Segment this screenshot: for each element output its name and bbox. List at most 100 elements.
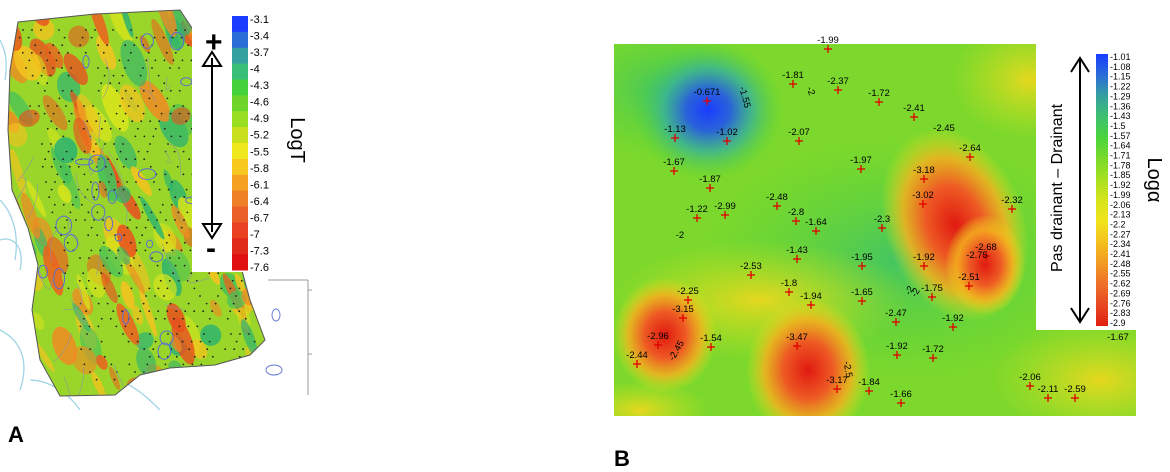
sample-value: -2.3 — [874, 214, 890, 225]
colorbar-b-tick: -2.9 — [1110, 318, 1126, 328]
sample-point: -1.81 — [782, 70, 804, 88]
sample-value: -2.59 — [1064, 384, 1086, 395]
contour-label: -2 — [903, 284, 917, 297]
colorbar-a-tick: -5.2 — [250, 130, 269, 142]
sample-point: -2.37 — [827, 76, 849, 94]
colorbar-a-tick: -4.3 — [250, 80, 269, 92]
sample-point: -1.94 — [800, 291, 822, 309]
sample-value: -2.32 — [1001, 195, 1023, 206]
panel-label-b: B — [614, 446, 630, 471]
sample-value: -1.13 — [664, 124, 686, 135]
sample-point: -3.15 — [672, 304, 694, 322]
sample-point: -1.92 — [913, 252, 935, 270]
sample-value: -2.44 — [626, 350, 648, 361]
colorbar-b-tick: -1.71 — [1110, 151, 1131, 161]
sample-value: -1.67 — [663, 157, 685, 168]
sample-point: -1.97 — [850, 155, 872, 173]
colorbar-b: -1.01-1.08-1.15-1.22-1.29-1.36-1.43-1.5-… — [1096, 52, 1131, 328]
sample-value: -1.8 — [781, 278, 797, 289]
colorbar-b-tick: -1.36 — [1110, 101, 1131, 111]
sample-value: -1.02 — [716, 127, 738, 138]
sample-value: -1.81 — [782, 70, 804, 81]
colorbar-a: -3.1 -3.4 -3.7 -4 -4.3 -4.6 -4.9 -5.2 -5.5 -5.8 -6… — [232, 14, 269, 274]
sample-value: -2.06 — [1019, 372, 1041, 383]
colorbar-a-minus: - — [206, 232, 216, 265]
sample-value: -1.94 — [800, 291, 822, 302]
colorbar-a-tick: -4.6 — [250, 97, 269, 109]
sample-value: -1.72 — [922, 344, 944, 355]
sample-point: -1.22 — [686, 204, 708, 222]
colorbar-b-tick: -2.55 — [1110, 269, 1131, 279]
sample-point: -2.53 — [740, 261, 762, 279]
colorbar-a-tick: -7.6 — [250, 262, 269, 274]
colorbar-b-tick: -1.08 — [1110, 62, 1131, 72]
sample-value: -1.92 — [942, 313, 964, 324]
contour-label: -2 — [909, 286, 923, 299]
colorbar-a-tick: -7.3 — [250, 245, 269, 257]
colorbar-b-tick: -2.76 — [1110, 298, 1131, 308]
sample-value: -2.48 — [766, 192, 788, 203]
sample-point: -3.47 — [786, 332, 808, 350]
contour-label: -2.75 — [966, 250, 988, 261]
sample-value: -2.07 — [788, 127, 810, 138]
colorbar-b-tick: -2.2 — [1110, 219, 1126, 229]
colorbar-b-tick: -1.01 — [1110, 52, 1131, 62]
sample-point: -1.92 — [942, 313, 964, 331]
sample-value: -1.65 — [851, 287, 873, 298]
sample-point: -2.32 — [1001, 195, 1023, 213]
colorbar-b-tick: -2.83 — [1110, 308, 1131, 318]
sample-point: -2.51 — [958, 272, 980, 290]
colorbar-b-tick: -2.41 — [1110, 249, 1131, 259]
contour-label: -2 — [676, 230, 684, 241]
contour-label: -1.67 — [1107, 332, 1129, 343]
sample-point: -2.07 — [788, 127, 810, 145]
sample-value: -1.87 — [699, 174, 721, 185]
sample-value: -2.99 — [714, 201, 736, 212]
sample-point: -2.44 — [626, 350, 648, 368]
colorbar-a-tick: -7 — [250, 229, 260, 241]
sample-point: -1.75 — [921, 283, 943, 301]
sample-value: -3.17 — [826, 375, 848, 386]
sample-value: -2.11 — [1038, 384, 1059, 395]
sample-value: -1.22 — [686, 204, 708, 215]
sample-value: -3.02 — [912, 190, 934, 201]
sample-point: -1.84 — [858, 377, 880, 395]
sample-point: -1.99 — [817, 35, 839, 53]
sample-point: -1.72 — [868, 88, 890, 106]
sample-value: -1.43 — [786, 245, 808, 256]
colorbar-b-tick: -1.78 — [1110, 160, 1131, 170]
sample-point: -2.48 — [766, 192, 788, 210]
colorbar-b-tick: -1.57 — [1110, 131, 1131, 141]
sample-point: -2.96 — [647, 331, 669, 349]
sample-point: -2.25 — [677, 286, 699, 304]
sample-value: -1.99 — [817, 35, 839, 46]
colorbar-b-title: Logα — [1143, 158, 1165, 203]
colorbar-b-tick: -2.27 — [1110, 229, 1131, 239]
sample-point: -2.8 — [788, 207, 804, 225]
contour-label: -2.5 — [841, 361, 855, 379]
sample-value: -2.37 — [827, 76, 849, 87]
colorbar-a-tick: -4 — [250, 64, 260, 76]
contour-label: -2.45 — [667, 339, 687, 363]
sample-points: -1.99 -1.81 -2.37 -1.72 -2.41 -0.671 -1.13 -1.0… — [626, 35, 1086, 407]
sample-point: -2.64 — [959, 143, 981, 161]
sample-point: -1.87 — [699, 174, 721, 192]
sample-point: -2.41 — [903, 103, 925, 121]
colorbar-a-tick: -3.1 — [250, 14, 269, 26]
sample-point: -1.92 — [886, 341, 908, 359]
sample-point: -1.95 — [851, 252, 873, 270]
sample-value: -2.96 — [647, 331, 669, 342]
colorbar-a-tick: -5.8 — [250, 163, 269, 175]
sample-value: -3.47 — [786, 332, 808, 343]
sample-point: -1.54 — [700, 333, 722, 351]
sample-point: -2.06 — [1019, 372, 1041, 390]
colorbar-b-tick: -2.62 — [1110, 279, 1131, 289]
sample-value: -3.18 — [913, 165, 935, 176]
colorbar-b-tick: -1.5 — [1110, 121, 1126, 131]
sample-point: -1.64 — [805, 217, 827, 235]
sample-point: -2.99 — [714, 201, 736, 219]
colorbar-b-tick: -2.13 — [1110, 210, 1131, 220]
colorbar-b-arrow-label: Pas drainant – Drainant — [1049, 103, 1066, 272]
sample-value: -2.25 — [677, 286, 699, 297]
colorbar-a-plus: + — [205, 26, 223, 59]
